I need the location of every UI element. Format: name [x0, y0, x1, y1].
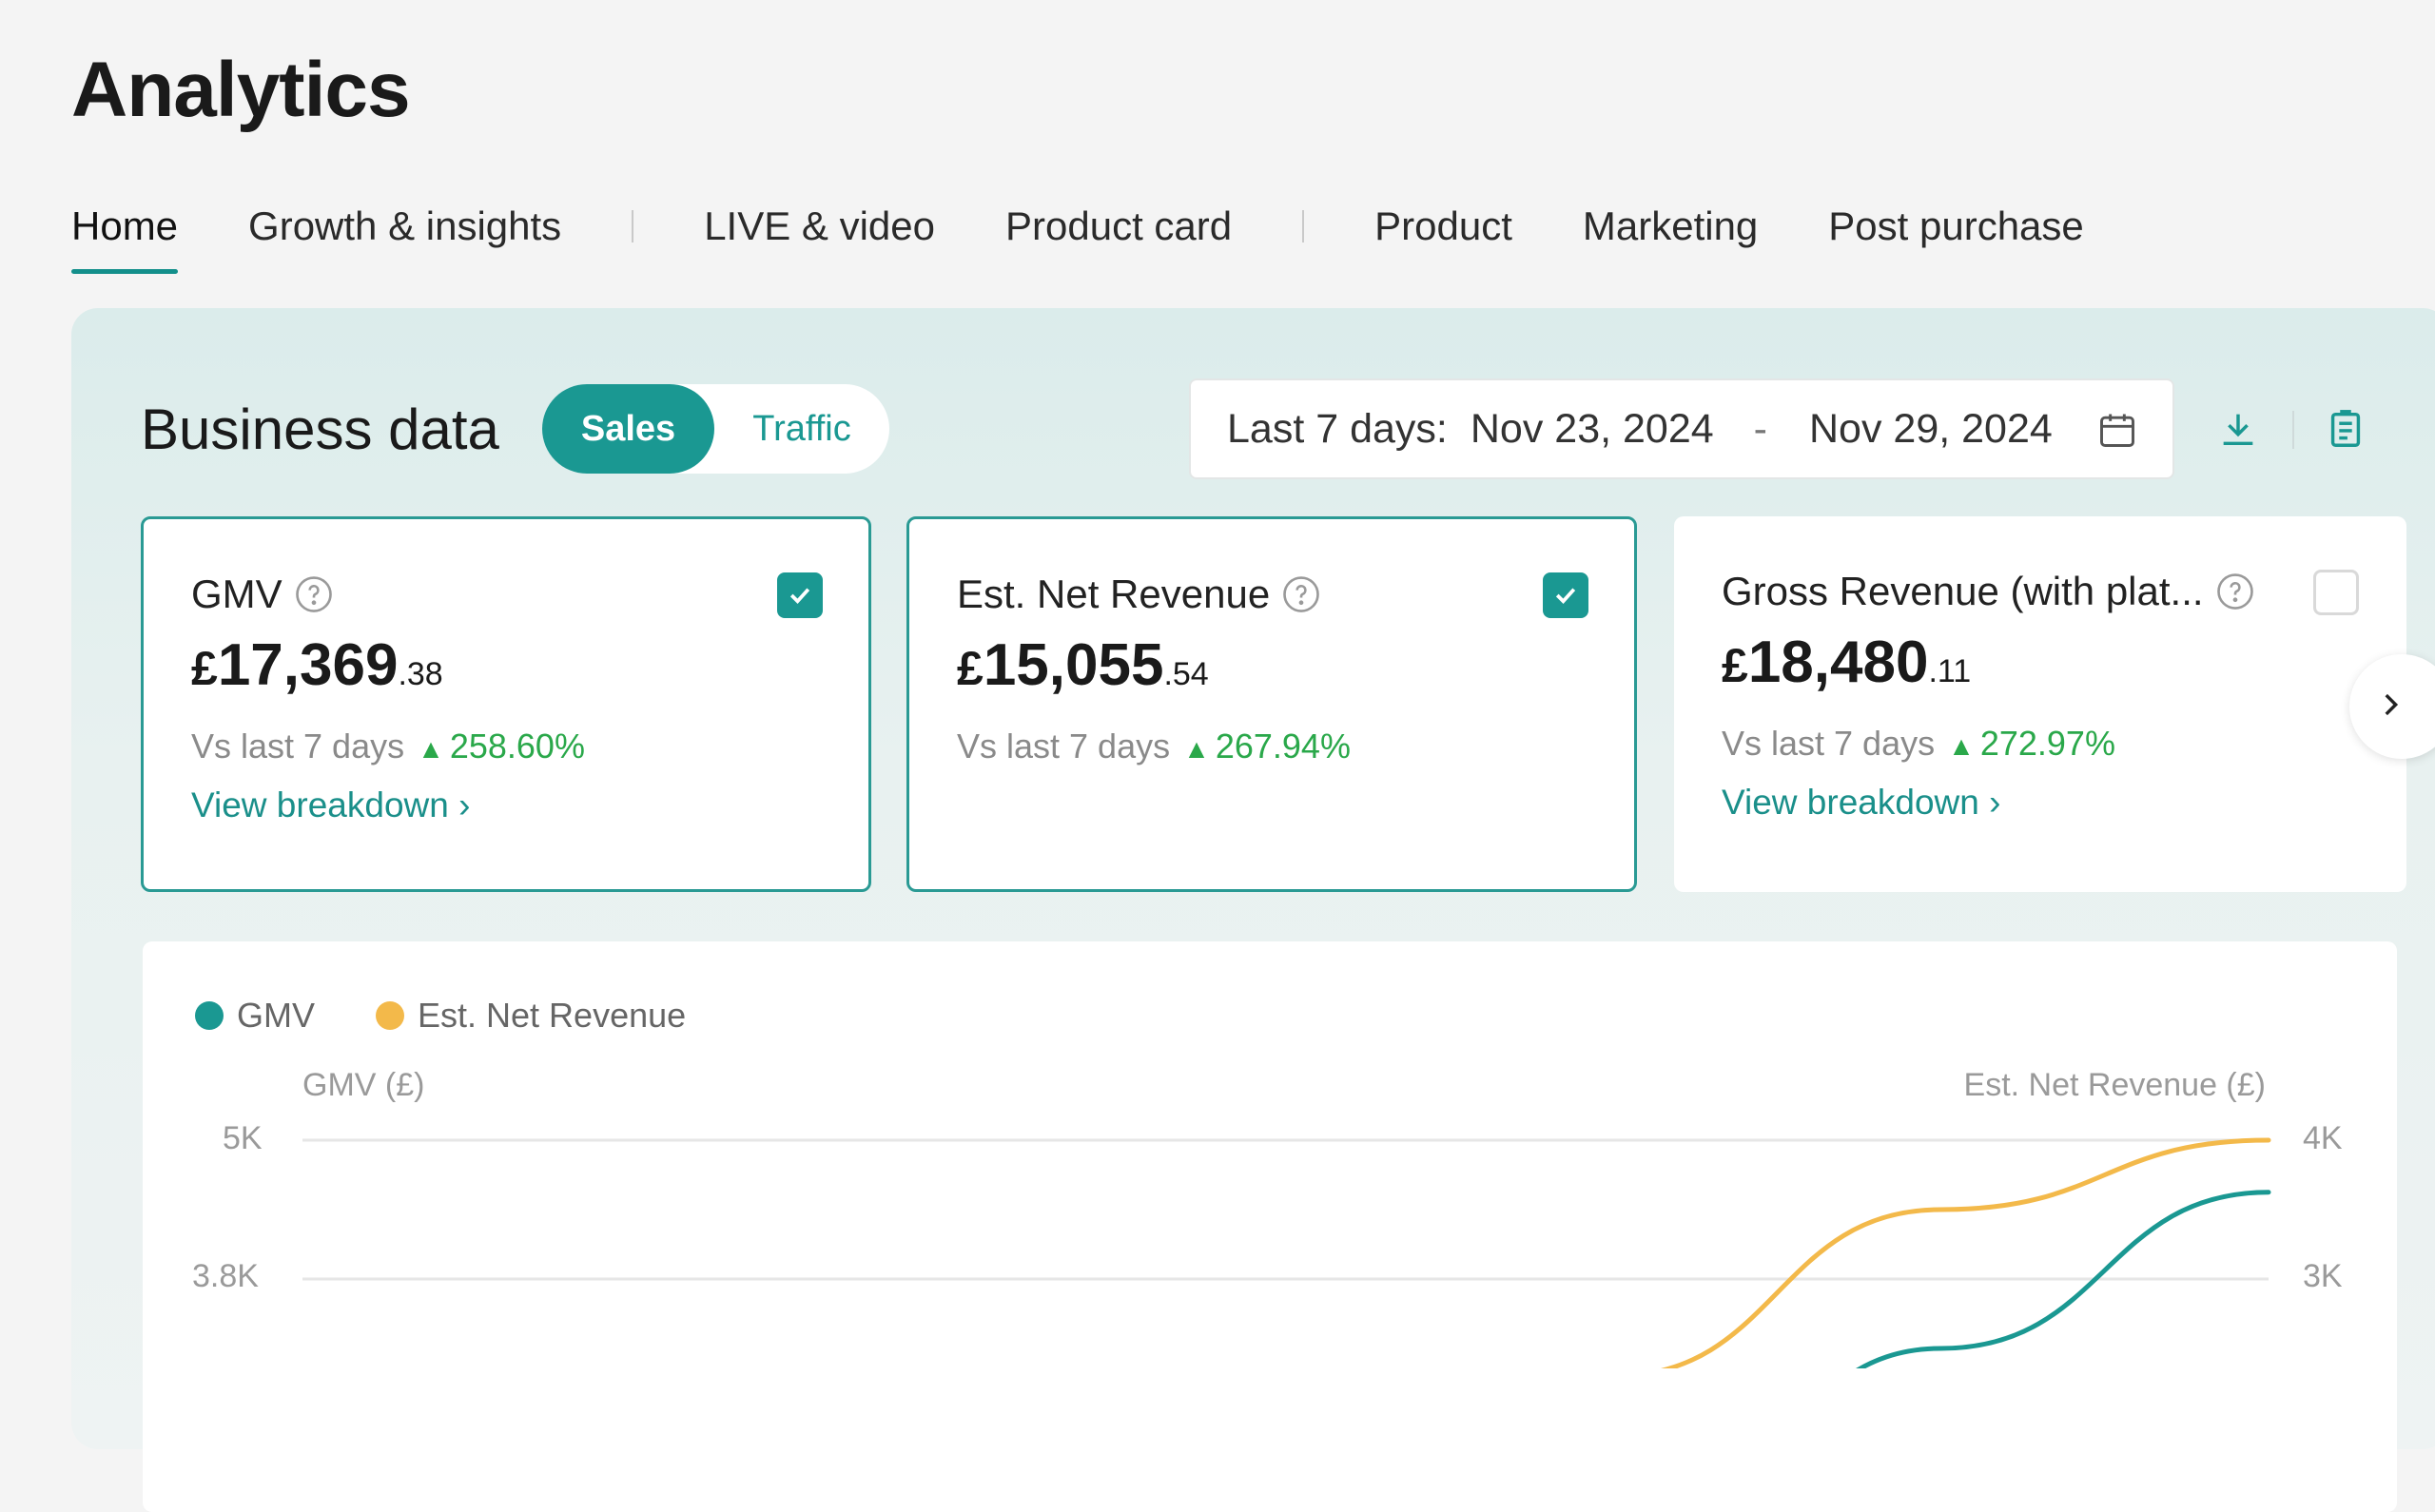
help-icon[interactable] — [2215, 572, 2255, 611]
tab-growth-insights[interactable]: Growth & insights — [248, 204, 562, 248]
section-title: Business data — [141, 397, 499, 461]
y-tick-right: 3K — [2303, 1258, 2343, 1294]
help-icon[interactable] — [294, 574, 334, 614]
download-icon[interactable] — [2216, 407, 2260, 456]
y-tick-left: 3.8K — [192, 1258, 259, 1294]
sales-traffic-toggle: Sales Traffic — [542, 384, 889, 474]
metric-card-est-net-revenue[interactable]: Est. Net Revenue £15,055.54 Vs last 7 da… — [906, 516, 1637, 892]
legend-item-gmv[interactable]: GMV — [195, 996, 315, 1036]
metric-checkbox[interactable] — [2313, 570, 2359, 615]
y-tick-right: 4K — [2303, 1120, 2343, 1156]
y-axis-right-title: Est. Net Revenue (£) — [1963, 1067, 2266, 1103]
metric-checkbox[interactable] — [1543, 572, 1588, 618]
up-arrow-icon: ▲ — [1183, 734, 1210, 764]
legend-dot — [195, 1001, 224, 1030]
metric-title: Gross Revenue (with plat... — [1722, 569, 2204, 613]
up-arrow-icon: ▲ — [1948, 731, 1975, 761]
tab-divider — [1302, 210, 1305, 242]
metric-card-gmv[interactable]: GMV £17,369.38 Vs last 7 days ▲ 258.60% Vi… — [141, 516, 871, 892]
y-tick-left: 5K — [223, 1120, 263, 1156]
metric-title: GMV — [191, 572, 282, 616]
toolbar-divider — [2292, 411, 2294, 449]
metric-title: Est. Net Revenue — [957, 572, 1271, 616]
series-line-est-net-revenue — [1659, 1137, 2271, 1368]
date-from[interactable]: Nov 23, 2024 — [1470, 405, 1714, 452]
date-range-label: Last 7 days: — [1227, 405, 1448, 452]
y-axis-left-title: GMV (£) — [302, 1067, 425, 1103]
date-range-picker[interactable]: Last 7 days: Nov 23, 2024 - Nov 29, 2024 — [1189, 378, 2174, 479]
analytics-tabs: Home Growth & insights LIVE & video Prod… — [71, 198, 2084, 274]
legend-item-est-net-revenue[interactable]: Est. Net Revenue — [376, 996, 686, 1036]
sales-toggle-button[interactable]: Sales — [542, 384, 714, 474]
series-line-gmv — [1855, 1190, 2271, 1368]
metric-comparison: Vs last 7 days ▲ 267.94% — [957, 727, 1351, 766]
metric-comparison: Vs last 7 days ▲ 272.97% — [1722, 724, 2115, 763]
metric-value: £17,369.38 — [191, 632, 443, 698]
metric-comparison: Vs last 7 days ▲ 258.60% — [191, 727, 585, 766]
view-breakdown-link[interactable]: View breakdown › — [1722, 783, 2001, 822]
tab-live-video[interactable]: LIVE & video — [704, 204, 935, 248]
legend-dot — [376, 1001, 405, 1030]
page-title: Analytics — [71, 47, 411, 133]
help-icon[interactable] — [1281, 574, 1321, 614]
traffic-toggle-button[interactable]: Traffic — [752, 408, 851, 449]
metric-value: £18,480.11 — [1722, 630, 1972, 695]
report-icon[interactable] — [2324, 407, 2367, 456]
metric-card-gross-revenue[interactable]: Gross Revenue (with plat... £18,480.11 V… — [1674, 516, 2406, 892]
chevron-right-icon — [2374, 688, 2406, 726]
date-separator: - — [1753, 405, 1767, 452]
next-cards-button[interactable] — [2349, 654, 2435, 759]
calendar-icon[interactable] — [2096, 409, 2138, 461]
date-to[interactable]: Nov 29, 2024 — [1809, 405, 2053, 452]
view-breakdown-link[interactable]: View breakdown › — [191, 785, 471, 824]
up-arrow-icon: ▲ — [418, 734, 444, 764]
tab-divider — [632, 210, 634, 242]
tab-marketing[interactable]: Marketing — [1582, 204, 1759, 248]
tab-home[interactable]: Home — [71, 198, 179, 274]
tab-post-purchase[interactable]: Post purchase — [1828, 204, 2084, 248]
tab-product-card[interactable]: Product card — [1005, 204, 1233, 248]
chart-legend: GMV Est. Net Revenue — [195, 996, 747, 1036]
line-chart — [302, 1137, 2271, 1368]
metric-value: £15,055.54 — [957, 632, 1209, 698]
tab-product[interactable]: Product — [1374, 204, 1512, 248]
metric-checkbox[interactable] — [777, 572, 823, 618]
